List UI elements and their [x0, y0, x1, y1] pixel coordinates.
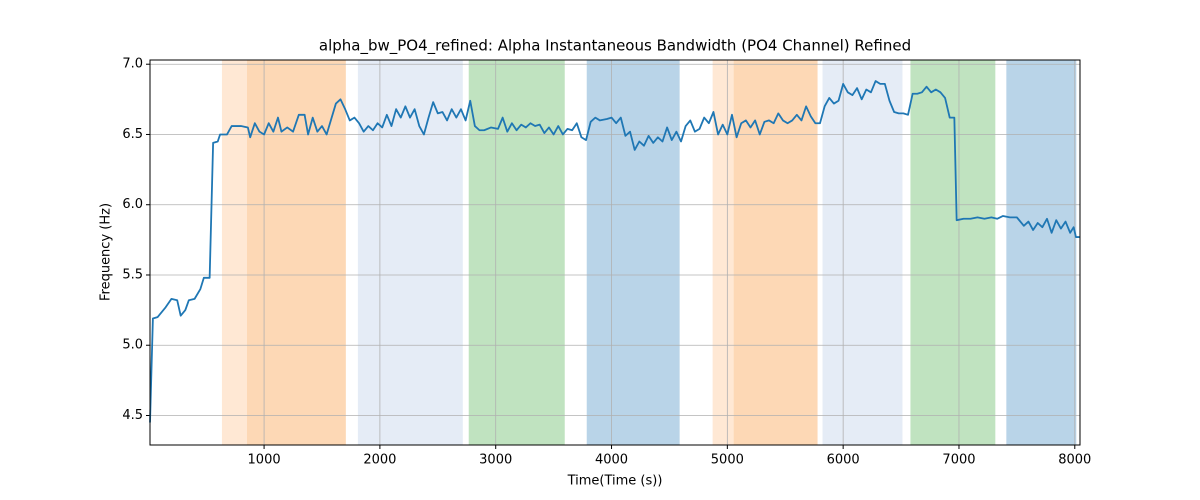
- highlight-span: [712, 60, 734, 445]
- y-axis-label: Frequency (Hz): [99, 203, 114, 301]
- x-tick-label: 5000: [711, 453, 744, 468]
- y-tick-label: 4.5: [122, 408, 143, 423]
- x-axis-label: Time(Time (s)): [567, 474, 663, 489]
- x-tick-label: 6000: [827, 453, 860, 468]
- highlight-span: [1006, 60, 1077, 445]
- y-tick-label: 5.5: [122, 267, 143, 282]
- highlight-span: [586, 60, 680, 445]
- x-tick-label: 2000: [363, 453, 396, 468]
- highlight-span: [468, 60, 565, 445]
- x-tick-label: 8000: [1058, 453, 1091, 468]
- y-tick-label: 5.0: [122, 338, 143, 353]
- highlight-span: [910, 60, 996, 445]
- y-tick-label: 7.0: [122, 57, 143, 72]
- x-tick-label: 3000: [479, 453, 512, 468]
- chart-title: alpha_bw_PO4_refined: Alpha Instantaneou…: [319, 37, 911, 56]
- x-tick-label: 4000: [595, 453, 628, 468]
- y-tick-label: 6.5: [122, 127, 143, 142]
- highlight-span: [822, 60, 903, 445]
- plot-frame: [149, 59, 1081, 446]
- y-tick-label: 6.0: [122, 197, 143, 212]
- x-tick-label: 1000: [248, 453, 281, 468]
- data-line: [149, 80, 1080, 423]
- highlight-span: [221, 60, 247, 445]
- highlight-span: [357, 60, 463, 445]
- x-tick-label: 7000: [942, 453, 975, 468]
